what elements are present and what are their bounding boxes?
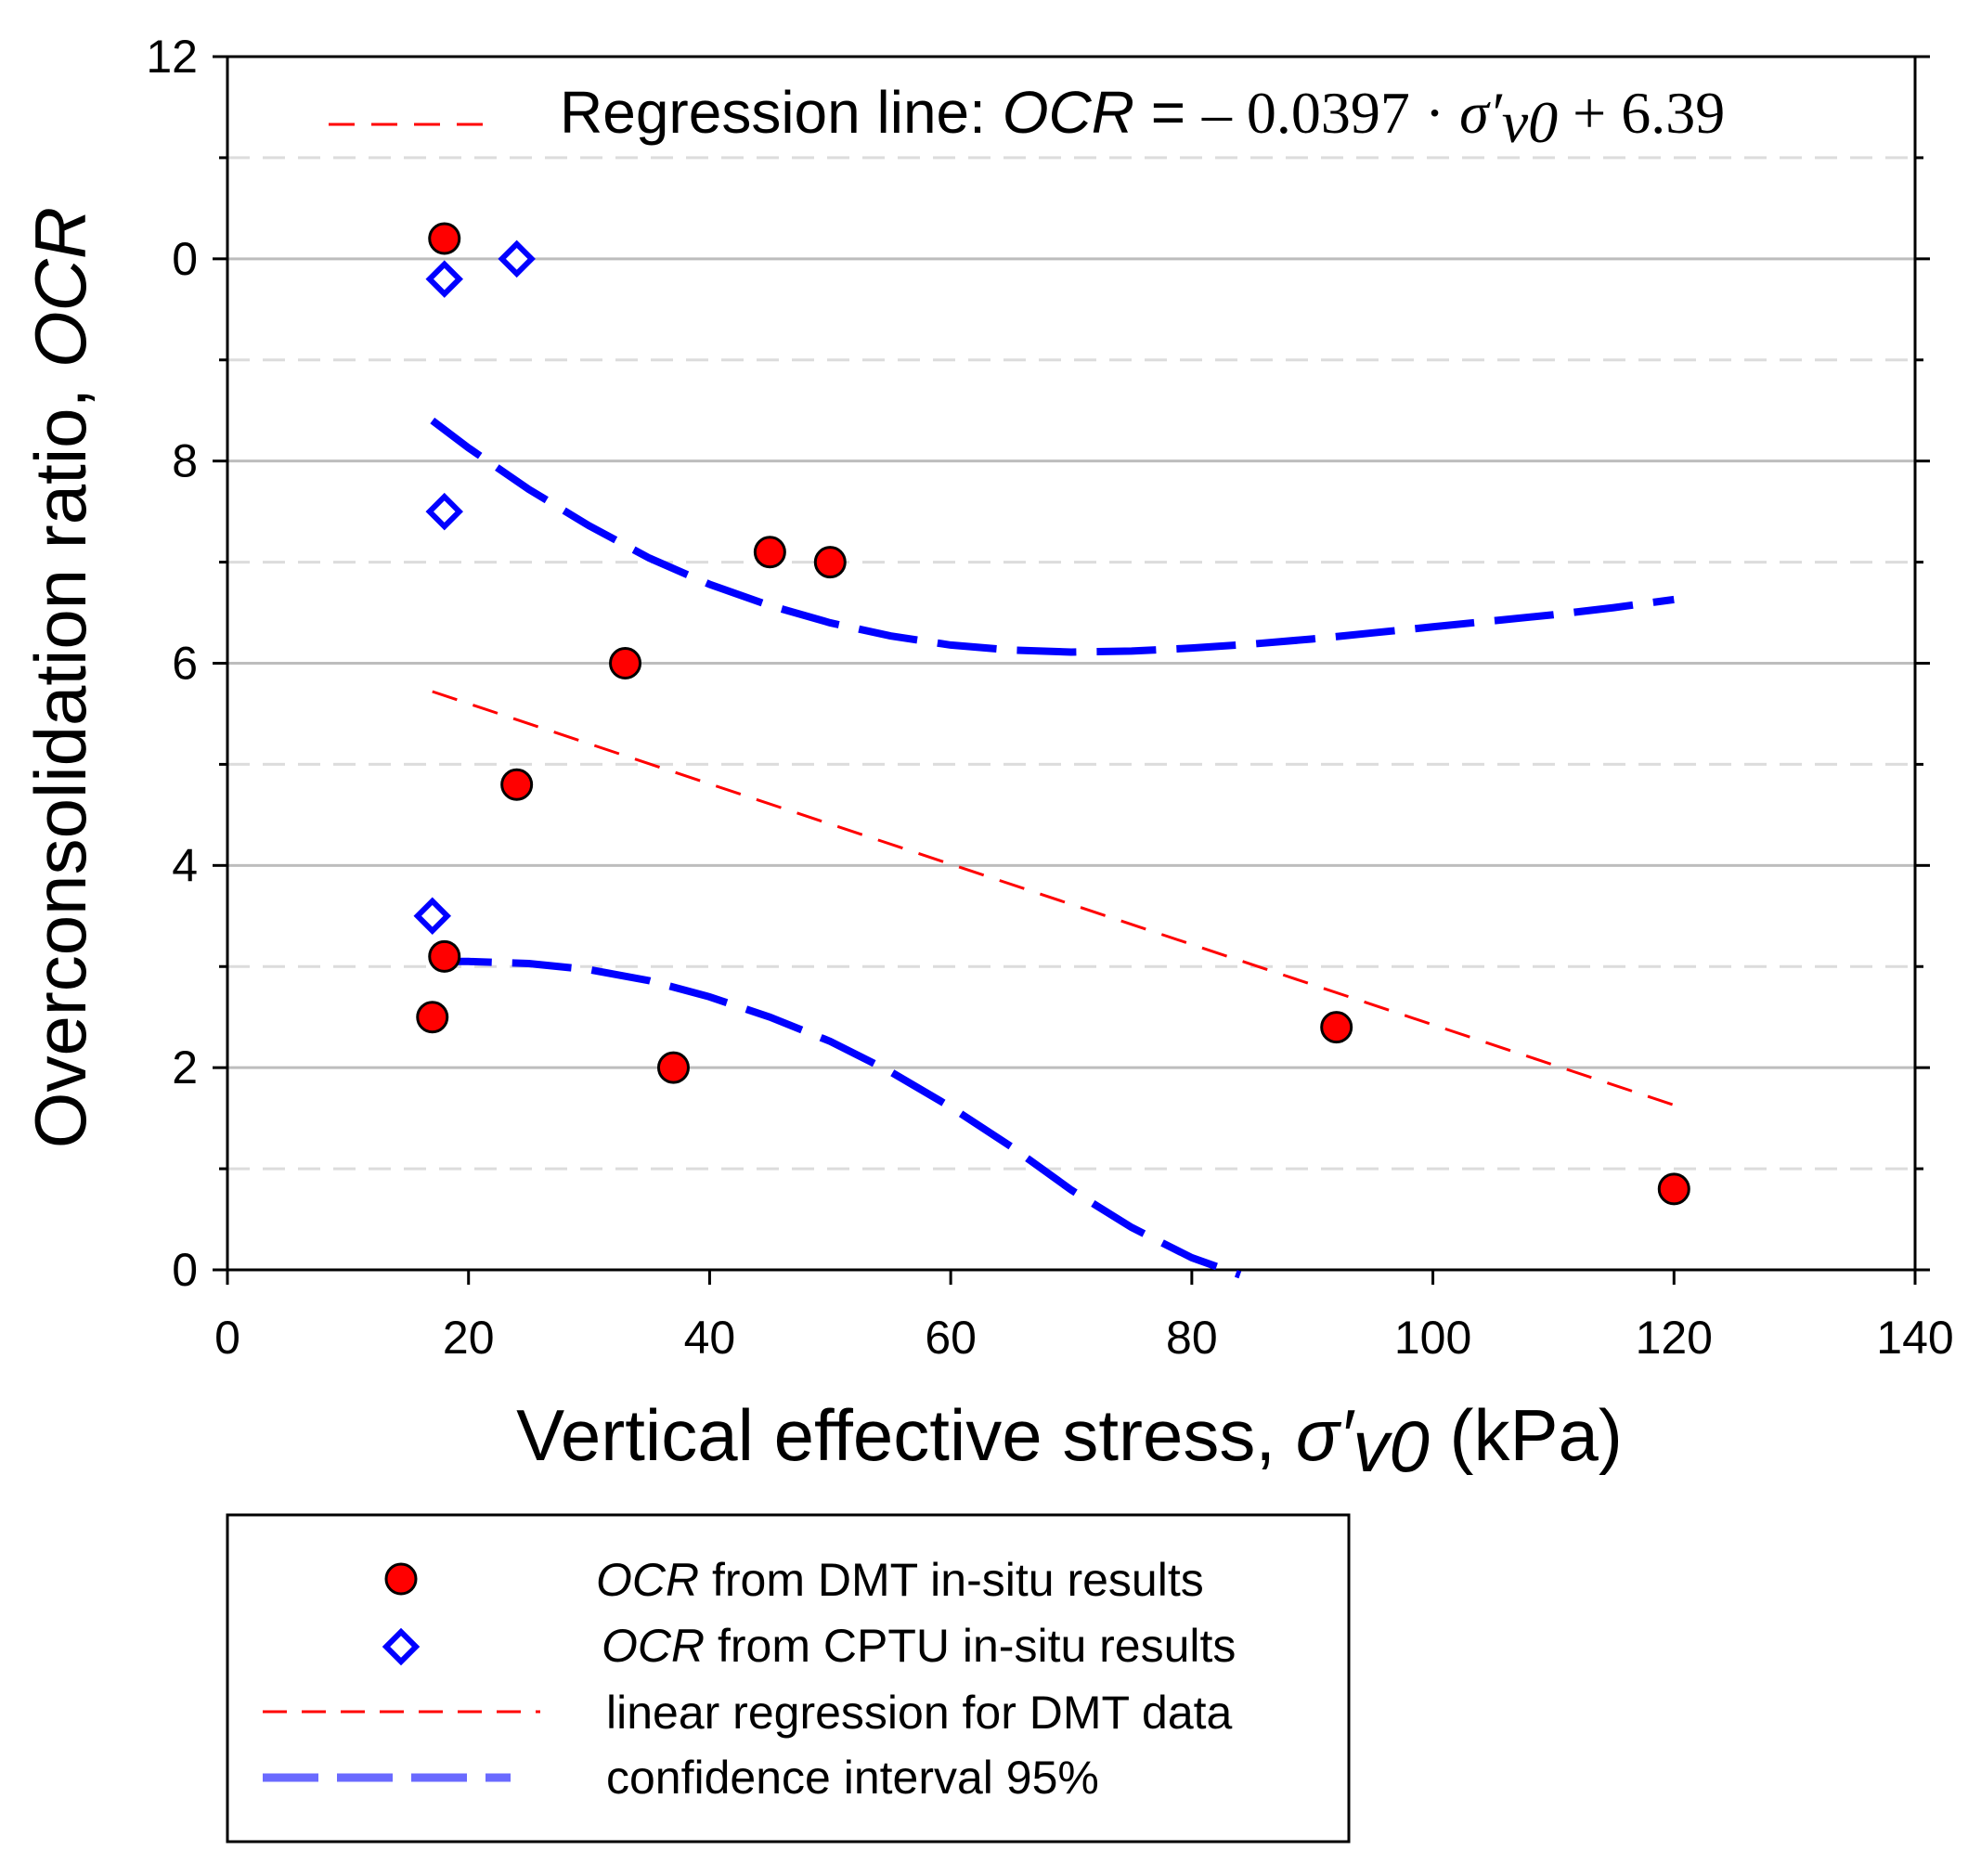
y-tick-label: 4 — [172, 839, 198, 891]
x-tick-label: 0 — [214, 1312, 240, 1364]
y-tick-label: 12 — [146, 31, 198, 83]
y-tick-label: 0 — [172, 1244, 198, 1296]
dmt-point — [428, 222, 461, 255]
legend-cptu-label: OCR from CPTU in-situ results — [602, 1620, 1236, 1672]
y-tick-label: 8 — [172, 435, 198, 487]
dmt-point — [1657, 1172, 1690, 1206]
dmt-point — [609, 647, 642, 679]
legend-dmt-marker — [384, 1562, 418, 1596]
legend-box — [226, 1513, 1351, 1844]
x-tick-label: 120 — [1636, 1312, 1713, 1364]
series-markers — [413, 222, 1690, 1206]
x-tick-label: 40 — [684, 1312, 736, 1364]
legend-regression-label: linear regression for DMT data — [606, 1687, 1233, 1739]
y-tick-labels: 0 2 4 6 8 0 12 — [146, 31, 198, 1296]
dmt-point — [813, 546, 847, 579]
cptu-point — [425, 492, 463, 531]
y-tick-label: 0 — [172, 233, 198, 285]
cptu-point — [498, 239, 536, 278]
y-tick-label: 2 — [172, 1042, 198, 1093]
y-tick-label: 6 — [172, 638, 198, 690]
x-tick-label: 80 — [1166, 1312, 1218, 1364]
dmt-point — [753, 536, 786, 569]
axis-ticks — [213, 55, 1930, 1285]
ci_lower-line — [432, 957, 1242, 1279]
x-tick-label: 60 — [925, 1312, 977, 1364]
legend-dmt-label: OCR from DMT in-situ results — [596, 1554, 1204, 1606]
dmt-point — [1320, 1011, 1353, 1044]
x-axis-title: Vertical effective stress, σ′v0 (kPa) — [516, 1394, 1623, 1487]
y-axis-title: Overconsolidation ratio, OCR — [19, 207, 101, 1148]
ci_upper-line — [430, 417, 1675, 656]
grid-lines — [227, 156, 1915, 1171]
x-tick-label: 100 — [1394, 1312, 1471, 1364]
cptu-point — [413, 897, 451, 936]
regression-line — [432, 690, 1675, 1106]
legend: OCR from DMT in-situ results OCR from CP… — [226, 1513, 1351, 1844]
legend-cptu-marker — [382, 1627, 421, 1666]
cptu-point — [425, 260, 463, 298]
series-lines — [430, 417, 1675, 1279]
dmt-point — [500, 768, 534, 801]
regression-annotation: Regression line: OCR = – 0.0397 · σ′v0 +… — [560, 79, 1725, 155]
dmt-point — [656, 1051, 690, 1084]
dmt-point — [428, 939, 461, 973]
legend-ci-label: confidence interval 95% — [606, 1752, 1099, 1804]
x-tick-label: 20 — [443, 1312, 495, 1364]
dmt-point — [416, 1001, 449, 1034]
x-tick-label: 140 — [1876, 1312, 1953, 1364]
x-tick-labels: 0 20 40 60 80 100 120 140 — [214, 1312, 1954, 1364]
